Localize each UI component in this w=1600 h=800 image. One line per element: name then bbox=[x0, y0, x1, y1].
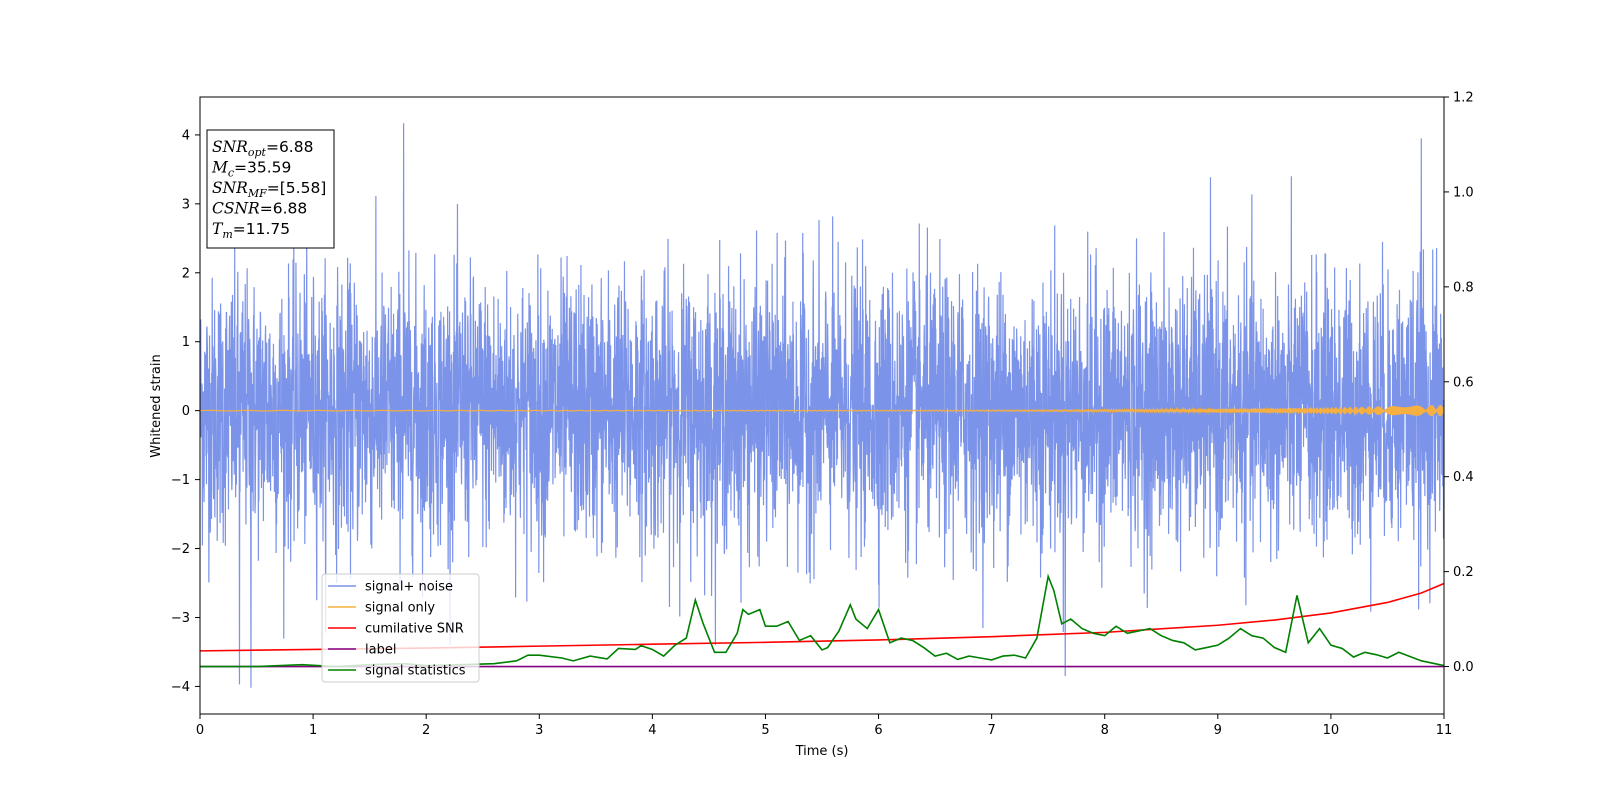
x-axis-ticks: 0 1 2 3 4 5 6 7 8 9 10 11 bbox=[196, 714, 1452, 738]
series-line-signal-statistics bbox=[200, 573, 1444, 668]
y-right-tick-label: 0.0 bbox=[1453, 660, 1474, 675]
annotation-line: Mc=35.59 bbox=[211, 159, 291, 180]
x-tick-label: 3 bbox=[535, 723, 543, 738]
y-left-tick-label: −1 bbox=[171, 473, 190, 488]
annotation-box-frame bbox=[206, 129, 335, 249]
x-axis-label: Time (s) bbox=[795, 744, 849, 759]
annotation-line: Tm=11.75 bbox=[212, 220, 290, 241]
legend: signal+ noise signal only cumilative SNR la… bbox=[321, 573, 480, 683]
x-tick-label: 2 bbox=[422, 723, 430, 738]
legend-label: signal only bbox=[365, 601, 435, 616]
y-axis-label: Whitened strain bbox=[149, 354, 164, 457]
y-left-tick-label: −3 bbox=[171, 611, 190, 626]
x-tick-label: 5 bbox=[761, 723, 769, 738]
y-right-tick-label: 1.2 bbox=[1453, 91, 1474, 106]
y-left-tick-label: 0 bbox=[182, 404, 190, 419]
x-tick-label: 10 bbox=[1323, 723, 1340, 738]
legend-frame bbox=[321, 573, 480, 683]
x-tick-label: 9 bbox=[1214, 723, 1222, 738]
y-left-tick-label: 3 bbox=[182, 197, 190, 212]
y-right-tick-label: 0.8 bbox=[1453, 280, 1474, 295]
y-left-tick-label: 4 bbox=[182, 128, 190, 143]
legend-label: label bbox=[365, 643, 396, 658]
plot-frame bbox=[199, 96, 1445, 715]
y-right-tick-label: 1.0 bbox=[1453, 185, 1474, 200]
x-tick-label: 11 bbox=[1436, 723, 1453, 738]
annotation-line: SNRMF=[5.58] bbox=[212, 179, 326, 200]
x-tick-label: 7 bbox=[987, 723, 995, 738]
x-tick-label: 1 bbox=[309, 723, 317, 738]
legend-label: signal statistics bbox=[365, 664, 466, 679]
x-tick-label: 6 bbox=[874, 723, 882, 738]
y-axis-right-ticks: 0.0 0.2 0.4 0.6 0.8 1.0 1.2 bbox=[1444, 91, 1474, 675]
y-right-tick-label: 0.6 bbox=[1453, 375, 1474, 390]
x-tick-label: 4 bbox=[648, 723, 656, 738]
series-line-signal-noise bbox=[200, 123, 1444, 688]
annotation-box: SNRopt=6.88Mc=35.59SNRMF=[5.58]CSNR=6.88… bbox=[206, 129, 335, 249]
x-tick-label: 0 bbox=[196, 723, 204, 738]
x-tick-label: 8 bbox=[1101, 723, 1109, 738]
y-left-tick-label: −2 bbox=[171, 542, 190, 557]
series-line-signal-only bbox=[200, 404, 1444, 417]
y-left-tick-label: 2 bbox=[182, 266, 190, 281]
y-right-tick-label: 0.2 bbox=[1453, 565, 1474, 580]
y-left-tick-label: 1 bbox=[182, 335, 190, 350]
y-axis-left-ticks: −4 −3 −2 −1 0 1 2 3 4 bbox=[171, 128, 200, 695]
annotation-line: SNRopt=6.88 bbox=[212, 138, 313, 159]
y-right-tick-label: 0.4 bbox=[1453, 470, 1474, 485]
y-left-tick-label: −4 bbox=[171, 680, 190, 695]
legend-label: cumilative SNR bbox=[365, 622, 464, 637]
annotation-line: CSNR=6.88 bbox=[212, 200, 307, 218]
legend-label: signal+ noise bbox=[365, 580, 453, 595]
